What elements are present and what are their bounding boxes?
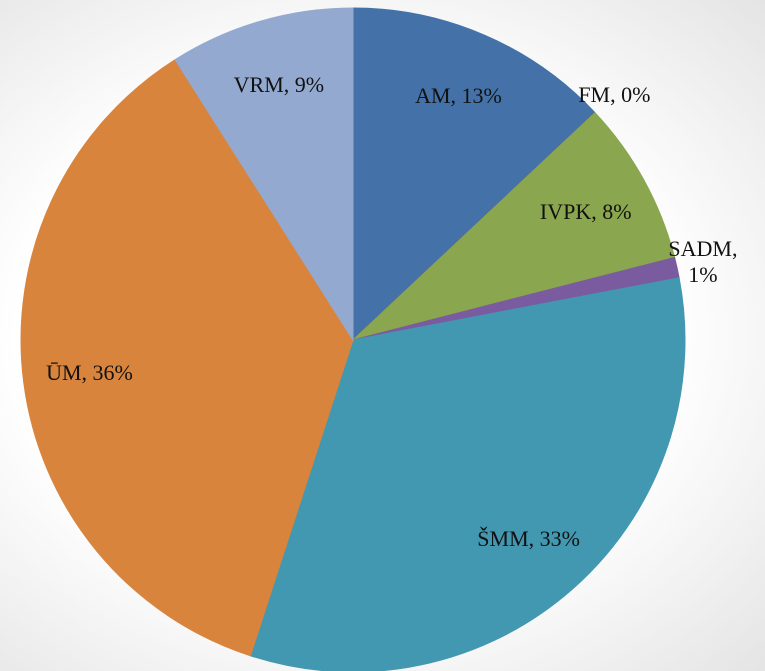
pie-slice [352, 112, 676, 341]
pie-slice [249, 277, 686, 671]
data-label: VRM, 9% [233, 71, 325, 97]
data-label: AM, 13% [415, 83, 502, 109]
data-label: ŪM, 36% [46, 360, 133, 386]
data-label: IVPK, 8% [539, 199, 632, 225]
data-label: FM, 0% [578, 81, 651, 107]
data-label: ŠMM, 33% [477, 526, 580, 552]
data-label: SADM, 1% [668, 235, 738, 287]
pie-slice [352, 7, 596, 342]
pie-slice [174, 7, 354, 342]
pie-slice [20, 58, 354, 657]
